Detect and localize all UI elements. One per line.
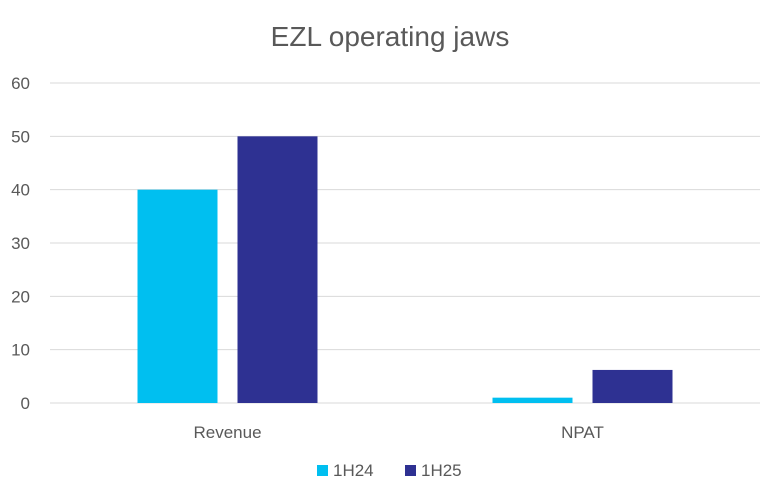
chart-title: EZL operating jaws xyxy=(271,21,510,52)
y-axis-ticks: 0 10 20 30 40 50 60 xyxy=(11,74,30,413)
bar-npat-1h24 xyxy=(492,397,573,403)
legend-label-1h25: 1H25 xyxy=(421,461,462,480)
bars xyxy=(137,136,673,404)
legend-label-1h24: 1H24 xyxy=(333,461,374,480)
y-tick-label-20: 20 xyxy=(11,287,30,306)
x-category-label-revenue: Revenue xyxy=(193,423,261,442)
x-category-label-npat: NPAT xyxy=(561,423,604,442)
y-tick-label-0: 0 xyxy=(21,394,30,413)
legend: 1H24 1H25 xyxy=(317,461,462,480)
y-tick-label-60: 60 xyxy=(11,74,30,93)
y-tick-label-10: 10 xyxy=(11,341,30,360)
y-tick-label-40: 40 xyxy=(11,181,30,200)
x-axis-categories: Revenue NPAT xyxy=(193,423,603,442)
bar-npat-1h25 xyxy=(592,369,673,403)
y-tick-label-50: 50 xyxy=(11,127,30,146)
y-tick-label-30: 30 xyxy=(11,234,30,253)
legend-swatch-1h24 xyxy=(317,465,328,476)
legend-swatch-1h25 xyxy=(405,465,416,476)
bar-revenue-1h25 xyxy=(237,136,318,404)
bar-revenue-1h24 xyxy=(137,189,218,403)
